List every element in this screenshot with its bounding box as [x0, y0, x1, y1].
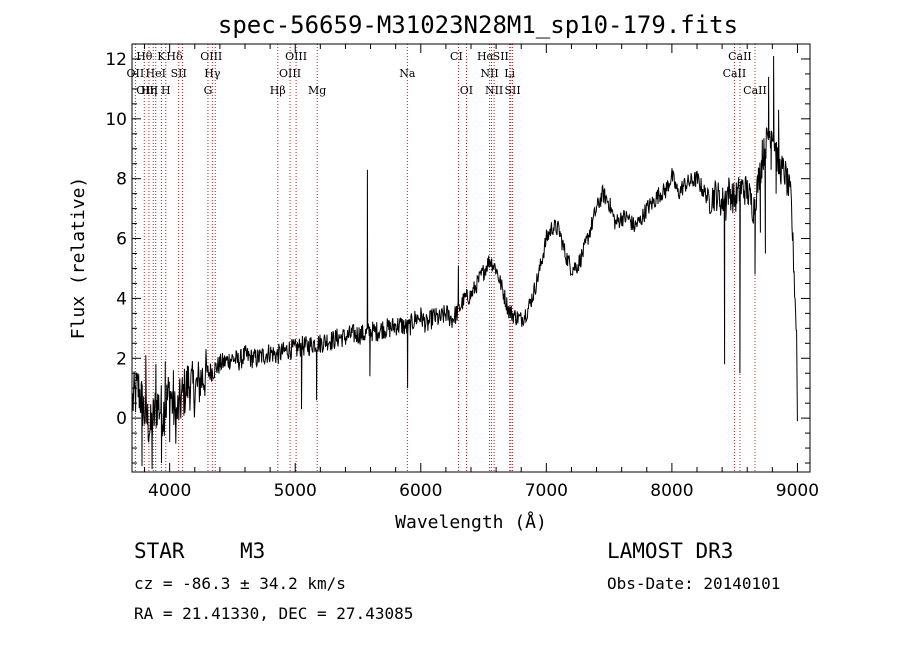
x-tick-label: 6000 [399, 481, 442, 501]
y-tick-label: 4 [116, 289, 127, 309]
line-marker-label: Hγ [204, 67, 221, 80]
object-subclass: M3 [240, 539, 266, 563]
plot-frame [131, 43, 811, 473]
line-marker-label: OIII [285, 50, 307, 63]
line-marker-label: OIII [200, 50, 222, 63]
line-marker-label: Na [399, 67, 416, 80]
line-marker-label: Hθ [136, 50, 153, 63]
line-marker-label: SII [171, 67, 187, 80]
spectrum-line [132, 55, 798, 470]
y-tick-label: 6 [116, 230, 127, 250]
line-marker-label: G [204, 84, 213, 97]
survey-name: LAMOST DR3 [607, 539, 734, 563]
line-marker-label: Mg [308, 84, 326, 97]
chart-title: spec-56659-M31023N28M1_sp10-179.fits [218, 11, 738, 39]
redshift-value: cz = -86.3 ± 34.2 km/s [134, 574, 346, 593]
line-marker-label: Hη [141, 84, 157, 97]
line-marker-label: Hβ [270, 84, 286, 97]
y-tick-label: 10 [105, 110, 127, 130]
line-marker-label: OIII [279, 67, 301, 80]
line-marker-label: CI [450, 50, 463, 63]
x-tick-label: 4000 [148, 481, 191, 501]
observation-date: Obs-Date: 20140101 [607, 574, 781, 593]
line-marker-label: CaII [743, 84, 767, 97]
line-marker-label: NII [480, 67, 498, 80]
line-marker-label: NII [485, 84, 503, 97]
x-tick-label: 8000 [650, 481, 693, 501]
line-marker-label: OI [460, 84, 473, 97]
line-marker-label: Hδ [166, 50, 183, 63]
x-tick-label: 7000 [525, 481, 568, 501]
line-marker-label: K [157, 50, 166, 63]
line-marker-label: HeI [146, 67, 166, 80]
line-marker-label: SII [493, 50, 509, 63]
line-marker-label: OIII [136, 84, 158, 97]
object-class: STAR [134, 539, 185, 563]
line-marker-label: SII [504, 84, 520, 97]
y-tick-label: 8 [116, 170, 127, 190]
y-axis-label: Flux (relative) [68, 177, 89, 340]
x-tick-label: 9000 [776, 481, 819, 501]
axis-ticks: 4000 5000 6000 7000 8000 9000 0 2 4 6 8 10 12 [105, 43, 819, 501]
line-marker-label: Li [504, 67, 515, 80]
spectrum-series [132, 55, 798, 470]
coordinates: RA = 21.41330, DEC = 27.43085 [134, 604, 414, 623]
x-tick-label: 5000 [274, 481, 317, 501]
line-marker-label: Hα [477, 50, 495, 63]
x-axis-label: Wavelength (Å) [395, 511, 547, 533]
y-tick-label: 2 [116, 349, 127, 369]
line-marker-label: H [161, 84, 171, 97]
line-marker-label: CaII [723, 67, 747, 80]
line-marker-label: CaII [728, 50, 752, 63]
y-tick-label: 12 [105, 50, 127, 70]
y-tick-label: 0 [116, 409, 127, 429]
